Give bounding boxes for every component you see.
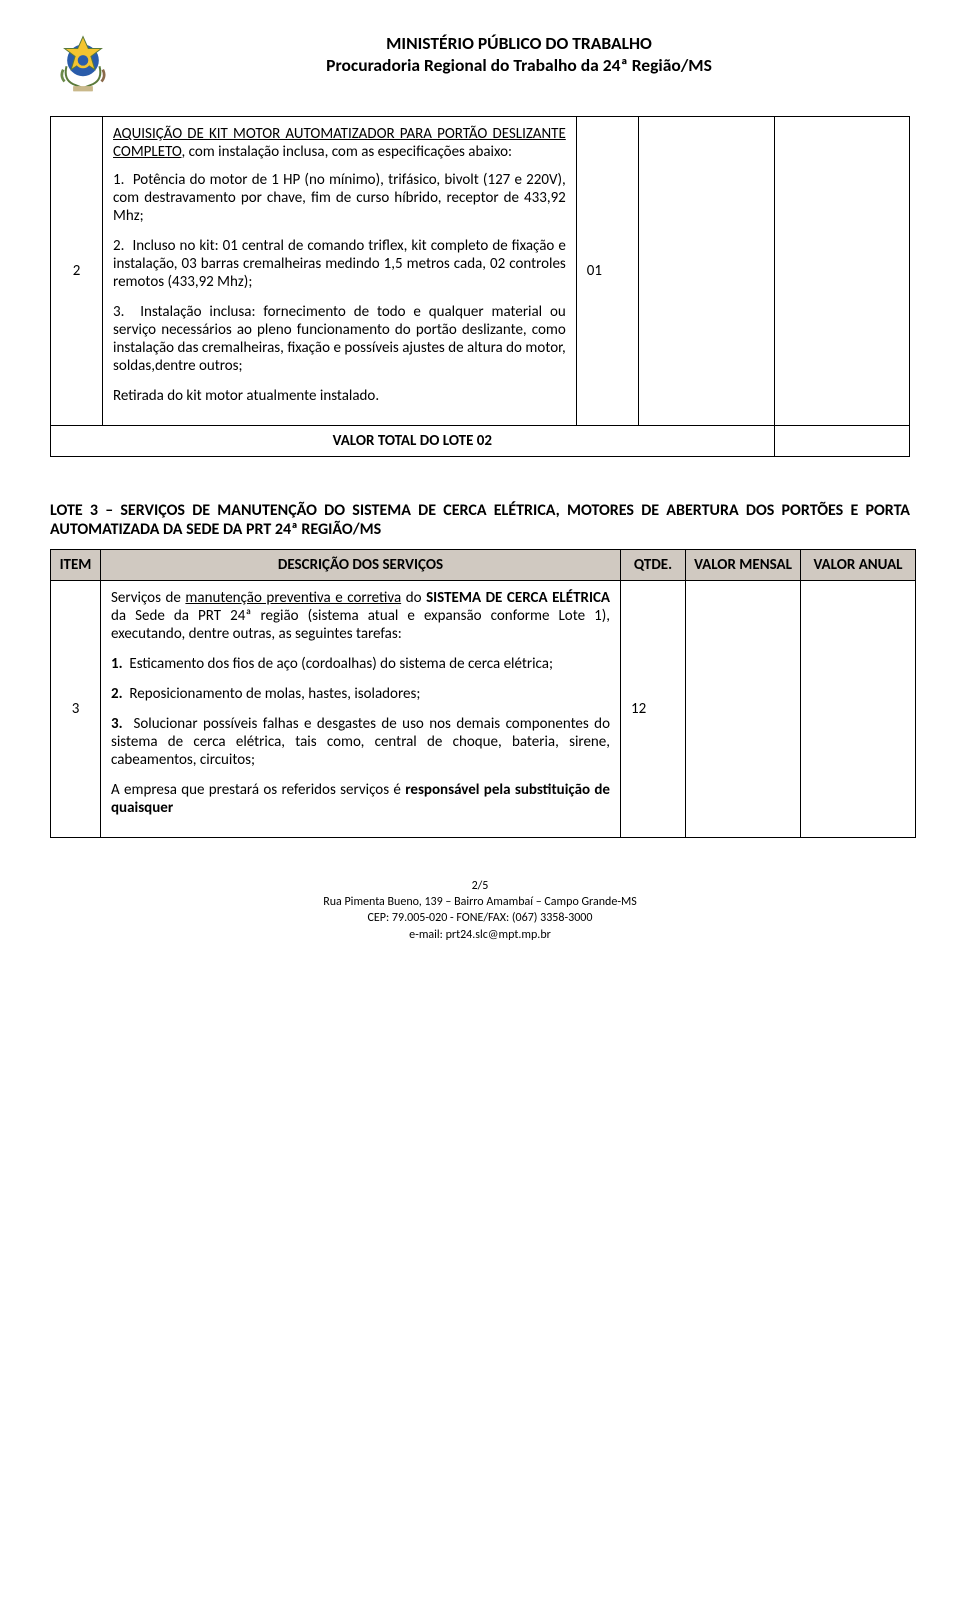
list-number: 2. [111, 685, 123, 703]
task-text: Solucionar possíveis falhas e desgastes … [111, 715, 610, 769]
footer-email: e-mail: prt24.slc@mpt.mp.br [50, 927, 910, 943]
header-qty: QTDE. [621, 550, 686, 581]
annual-value-cell [801, 581, 916, 838]
page-number: 2/5 [50, 878, 910, 894]
spec-item: 1. Potência do motor de 1 HP (no mínimo)… [113, 171, 566, 225]
intro-pre: Serviços de [111, 589, 185, 607]
total-value-cell [774, 117, 909, 426]
list-number: 1. [113, 171, 124, 189]
total-label: VALOR TOTAL DO LOTE 02 [51, 426, 775, 457]
spec-text: Instalação inclusa: fornecimento de todo… [113, 303, 566, 375]
lote3-table: ITEM DESCRIÇÃO DOS SERVIÇOS QTDE. VALOR … [50, 549, 916, 838]
item-number-cell: 2 [51, 117, 103, 426]
service-intro-paragraph: Serviços de manutenção preventiva e corr… [111, 589, 610, 643]
item-number-cell: 3 [51, 581, 101, 838]
brazil-coat-of-arms-icon [50, 30, 116, 96]
page-header: MINISTÉRIO PÚBLICO DO TRABALHO Procurado… [50, 30, 910, 96]
monthly-value-cell [686, 581, 801, 838]
table-row: 2 AQUISIÇÃO DE KIT MOTOR AUTOMATIZADOR P… [51, 117, 910, 426]
unit-value-cell [639, 117, 774, 426]
intro-mid: do [401, 589, 426, 607]
task-text: Reposicionamento de molas, hastes, isola… [129, 685, 420, 703]
header-annual: VALOR ANUAL [801, 550, 916, 581]
list-number: 3. [111, 715, 123, 733]
spec-text: Incluso no kit: 01 central de comando tr… [113, 237, 566, 291]
lote3-heading: LOTE 3 – SERVIÇOS DE MANUTENÇÃO DO SISTE… [50, 501, 910, 539]
total-amount-cell [774, 426, 909, 457]
task-text: Esticamento dos fios de aço (cordoalhas)… [129, 655, 553, 673]
task-item: 3. Solucionar possíveis falhas e desgast… [111, 715, 610, 769]
agency-subtitle: Procuradoria Regional do Trabalho da 24ª… [128, 54, 910, 76]
header-monthly: VALOR MENSAL [686, 550, 801, 581]
header-title-block: MINISTÉRIO PÚBLICO DO TRABALHO Procurado… [128, 30, 910, 76]
list-number: 2. [113, 237, 124, 255]
quantity-cell: 12 [621, 581, 686, 838]
lote2-table: 2 AQUISIÇÃO DE KIT MOTOR AUTOMATIZADOR P… [50, 116, 910, 457]
list-number: 3. [113, 303, 124, 321]
description-cell: Serviços de manutenção preventiva e corr… [101, 581, 621, 838]
list-number: 1. [111, 655, 123, 673]
spec-item: 3. Instalação inclusa: fornecimento de t… [113, 303, 566, 375]
page-footer: 2/5 Rua Pimenta Bueno, 139 – Bairro Amam… [50, 878, 910, 943]
closing-note: Retirada do kit motor atualmente instala… [113, 387, 566, 405]
header-description: DESCRIÇÃO DOS SERVIÇOS [101, 550, 621, 581]
item-title-rest: , com instalação inclusa, com as especif… [182, 143, 513, 161]
table-row: 3 Serviços de manutenção preventiva e co… [51, 581, 916, 838]
spec-text: Potência do motor de 1 HP (no mínimo), t… [113, 171, 566, 225]
item-title-paragraph: AQUISIÇÃO DE KIT MOTOR AUTOMATIZADOR PAR… [113, 125, 566, 161]
note-pre: A empresa que prestará os referidos serv… [111, 781, 405, 799]
footer-address: Rua Pimenta Bueno, 139 – Bairro Amambaí … [50, 894, 910, 910]
quantity-cell: 01 [576, 117, 638, 426]
footer-contact: CEP: 79.005-020 - FONE/FAX: (067) 3358-3… [50, 910, 910, 926]
spec-item: 2. Incluso no kit: 01 central de comando… [113, 237, 566, 291]
total-row: VALOR TOTAL DO LOTE 02 [51, 426, 910, 457]
table-header-row: ITEM DESCRIÇÃO DOS SERVIÇOS QTDE. VALOR … [51, 550, 916, 581]
header-item: ITEM [51, 550, 101, 581]
ministry-title: MINISTÉRIO PÚBLICO DO TRABALHO [128, 32, 910, 54]
description-cell: AQUISIÇÃO DE KIT MOTOR AUTOMATIZADOR PAR… [103, 117, 577, 426]
responsibility-note: A empresa que prestará os referidos serv… [111, 781, 610, 817]
intro-post: da Sede da PRT 24ª região (sistema atual… [111, 607, 610, 643]
intro-underlined: manutenção preventiva e corretiva [185, 589, 401, 607]
task-item: 2. Reposicionamento de molas, hastes, is… [111, 685, 610, 703]
intro-bold: SISTEMA DE CERCA ELÉTRICA [426, 589, 610, 607]
task-item: 1. Esticamento dos fios de aço (cordoalh… [111, 655, 610, 673]
